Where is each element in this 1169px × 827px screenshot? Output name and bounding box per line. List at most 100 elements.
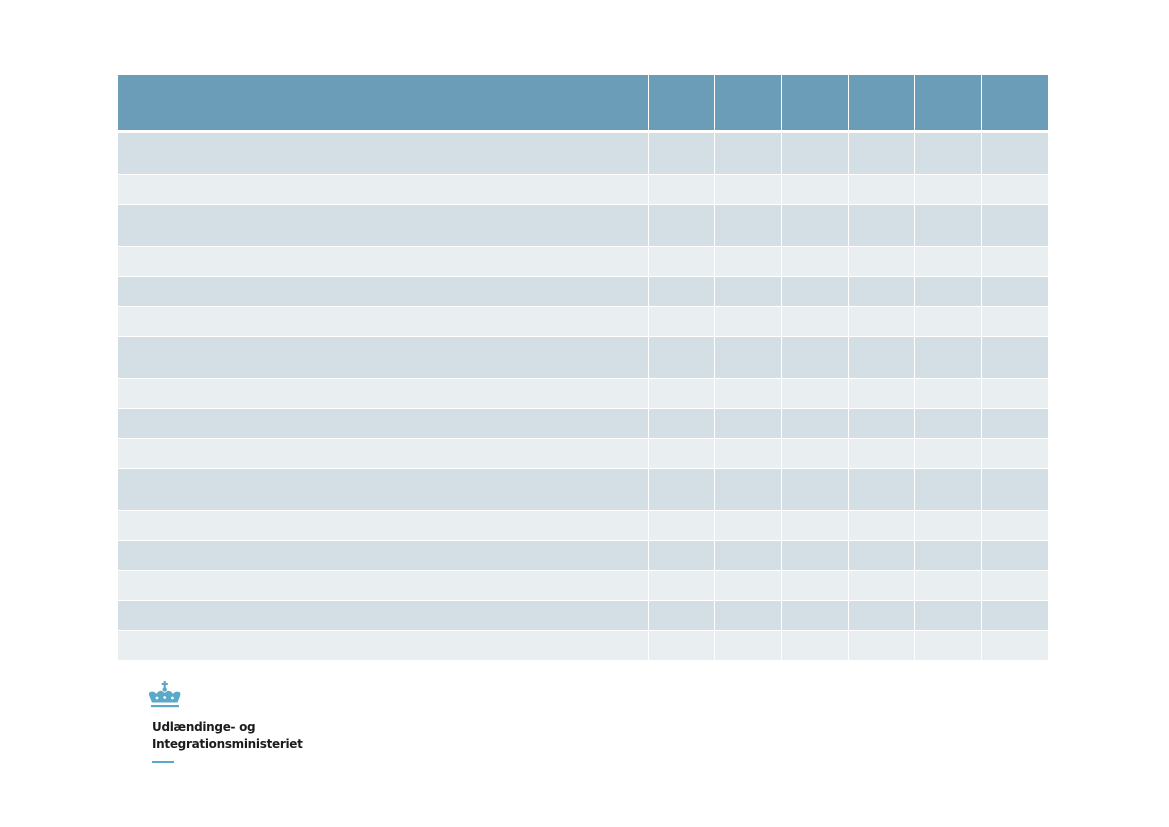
table-cell: [913, 378, 981, 409]
table-cell: [647, 306, 714, 337]
table-cell: [118, 540, 648, 571]
table-cell: [913, 600, 981, 631]
crown-icon: [148, 681, 181, 708]
table-row: [118, 510, 1048, 541]
table-cell: [713, 174, 781, 205]
table-cell: [713, 540, 781, 571]
table-cell: [118, 468, 648, 511]
table-cell: [780, 438, 848, 469]
table-cell: [913, 438, 981, 469]
table-cell: [118, 630, 648, 660]
table-cell: [118, 174, 648, 205]
table-row: [118, 336, 1048, 379]
table-row: [118, 174, 1048, 205]
table-cell: [847, 336, 914, 379]
table-cell: [713, 336, 781, 379]
table-cell: [980, 276, 1048, 307]
table-header-row: [118, 75, 1048, 133]
table-cell: [980, 600, 1048, 631]
logo-text-line-2: Integrationsministeriet: [152, 737, 303, 751]
table-cell: [913, 468, 981, 511]
table-cell: [118, 600, 648, 631]
table-cell: [713, 131, 781, 175]
table-cell: [980, 510, 1048, 541]
table-cell: [913, 408, 981, 439]
table-cell: [847, 306, 914, 337]
table-cell: [647, 510, 714, 541]
table-cell: [980, 408, 1048, 439]
table-cell: [713, 408, 781, 439]
table-cell: [847, 510, 914, 541]
table-row: [118, 438, 1048, 469]
table-cell: [647, 131, 714, 175]
table-cell: [647, 570, 714, 601]
table-cell: [118, 570, 648, 601]
table-cell: [713, 510, 781, 541]
table-cell: [118, 306, 648, 337]
data-table: [118, 75, 1048, 660]
table-cell: [913, 246, 981, 277]
table-cell: [847, 540, 914, 571]
table-cell: [780, 336, 848, 379]
table-cell: [847, 438, 914, 469]
table-cell: [647, 438, 714, 469]
table-cell: [118, 510, 648, 541]
table-cell: [118, 378, 648, 409]
table-cell: [913, 630, 981, 660]
table-row: [118, 378, 1048, 409]
table-cell: [847, 174, 914, 205]
table-cell: [847, 600, 914, 631]
table-cell: [118, 276, 648, 307]
table-cell: [713, 378, 781, 409]
table-cell: [980, 174, 1048, 205]
table-cell: [980, 630, 1048, 660]
table-cell: [713, 276, 781, 307]
table-cell: [713, 246, 781, 277]
table-cell: [847, 468, 914, 511]
header-cell: [118, 75, 648, 133]
table-cell: [980, 131, 1048, 175]
table-cell: [118, 408, 648, 439]
table-cell: [713, 438, 781, 469]
table-cell: [847, 408, 914, 439]
table-cell: [647, 540, 714, 571]
table-cell: [713, 468, 781, 511]
table-row: [118, 630, 1048, 660]
table-cell: [118, 204, 648, 247]
table-cell: [980, 204, 1048, 247]
table-cell: [780, 204, 848, 247]
logo-text-line-1: Udlændinge- og: [152, 720, 256, 734]
table-cell: [847, 204, 914, 247]
table-cell: [780, 246, 848, 277]
table-cell: [913, 570, 981, 601]
table-row: [118, 204, 1048, 247]
table-cell: [913, 131, 981, 175]
table-cell: [847, 276, 914, 307]
table-cell: [713, 600, 781, 631]
table-cell: [913, 306, 981, 337]
table-cell: [980, 306, 1048, 337]
table-row: [118, 468, 1048, 511]
table-cell: [913, 510, 981, 541]
ministry-logo: Udlændinge- og Integrationsministeriet: [147, 680, 307, 763]
table-cell: [913, 276, 981, 307]
table-cell: [980, 378, 1048, 409]
table-cell: [980, 570, 1048, 601]
table-cell: [647, 408, 714, 439]
table-cell: [780, 630, 848, 660]
table-cell: [118, 246, 648, 277]
table-cell: [913, 204, 981, 247]
table-cell: [847, 246, 914, 277]
header-cell: [780, 75, 848, 133]
header-cell: [913, 75, 981, 133]
table-cell: [780, 174, 848, 205]
table-cell: [980, 336, 1048, 379]
table-cell: [780, 570, 848, 601]
table-cell: [980, 468, 1048, 511]
table-cell: [913, 336, 981, 379]
table-row: [118, 540, 1048, 571]
header-cell: [847, 75, 914, 133]
table-cell: [980, 438, 1048, 469]
table-cell: [780, 510, 848, 541]
table-cell: [913, 174, 981, 205]
